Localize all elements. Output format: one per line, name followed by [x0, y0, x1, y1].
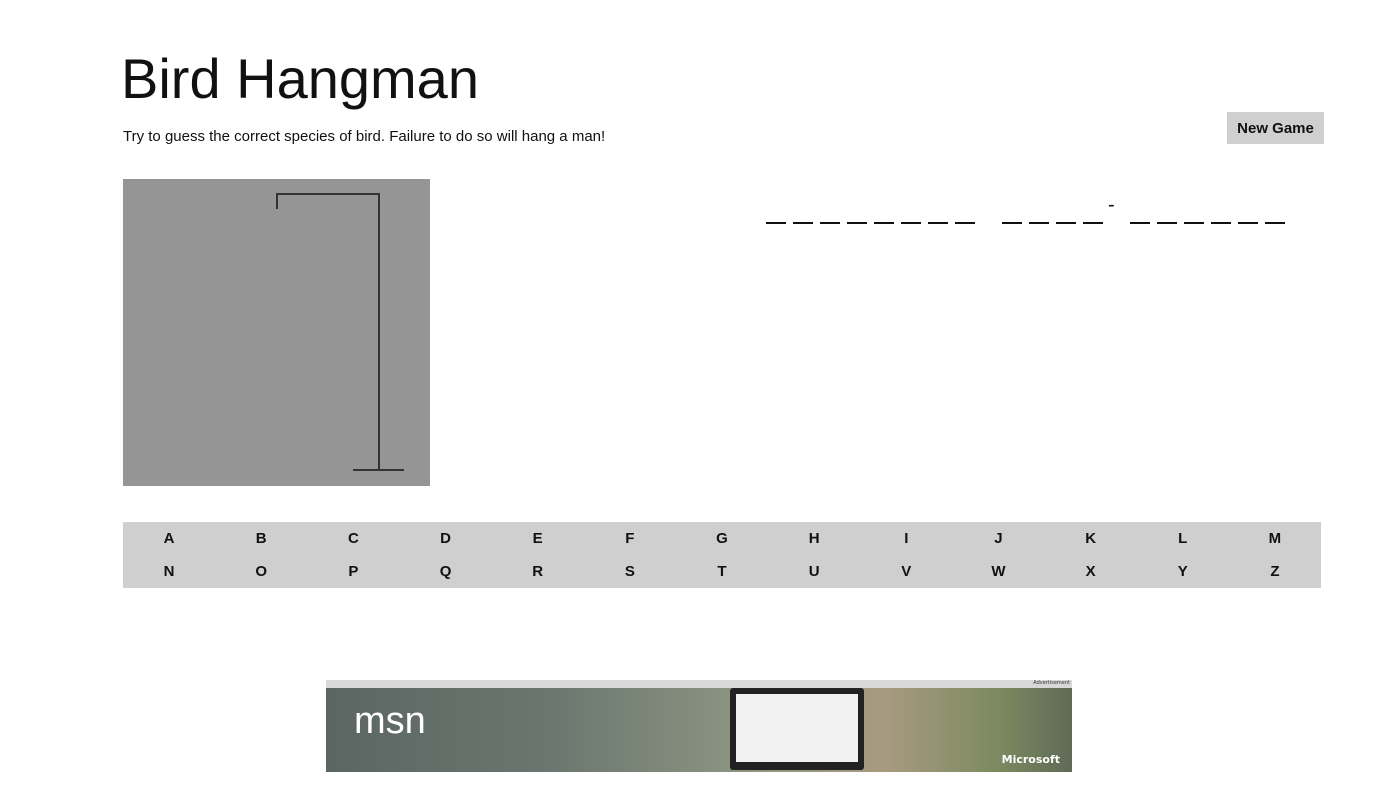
letter-blank	[1056, 196, 1083, 231]
letter-blank	[874, 196, 901, 231]
letter-blank	[820, 196, 847, 231]
hangman-drawing	[123, 179, 430, 486]
key-o[interactable]: O	[255, 563, 268, 580]
microsoft-logo: Microsoft	[1001, 753, 1060, 766]
key-t[interactable]: T	[717, 563, 727, 580]
key-n[interactable]: N	[163, 563, 175, 580]
key-c[interactable]: C	[347, 530, 359, 547]
key-v[interactable]: V	[901, 563, 912, 580]
letter-keyboard: A B C D E F G H I J K L M N O P Q R S T U V W X Y Z	[123, 522, 1321, 588]
key-x[interactable]: X	[1085, 563, 1096, 580]
letter-blank	[1029, 196, 1056, 231]
new-game-button[interactable]: New Game	[1227, 112, 1324, 144]
letter-blank	[1002, 196, 1029, 231]
letter-blank	[955, 196, 982, 231]
key-s[interactable]: S	[624, 563, 635, 580]
key-y[interactable]: Y	[1177, 563, 1188, 580]
letter-blank	[1083, 196, 1110, 231]
letter-blank	[901, 196, 928, 231]
ad-bar: Advertisement	[326, 680, 1072, 688]
letter-blank	[847, 196, 874, 231]
key-a[interactable]: A	[163, 530, 175, 547]
key-p[interactable]: P	[348, 563, 359, 580]
key-d[interactable]: D	[440, 530, 451, 547]
msn-logo: msn	[354, 700, 426, 742]
gallows-svg	[276, 193, 404, 471]
key-l[interactable]: L	[1178, 530, 1188, 547]
page-title: Bird Hangman	[121, 47, 479, 110]
key-j[interactable]: J	[994, 530, 1003, 547]
key-f[interactable]: F	[625, 530, 635, 547]
key-m[interactable]: M	[1268, 530, 1282, 547]
letter-blank	[1130, 196, 1157, 231]
advertisement-banner[interactable]: Advertisement msn Microsoft	[326, 680, 1072, 772]
key-g[interactable]: G	[716, 530, 728, 547]
page-subtitle: Try to guess the correct species of bird…	[123, 128, 606, 145]
key-e[interactable]: E	[532, 530, 543, 547]
letter-blank	[766, 196, 793, 231]
key-w[interactable]: W	[991, 563, 1006, 580]
key-h[interactable]: H	[808, 530, 820, 547]
key-u[interactable]: U	[808, 563, 820, 580]
key-k[interactable]: K	[1085, 530, 1097, 547]
key-q[interactable]: Q	[439, 563, 452, 580]
hyphen: -	[1108, 194, 1115, 216]
word-display: -	[766, 194, 1292, 231]
letter-blank	[793, 196, 820, 231]
key-r[interactable]: R	[532, 563, 544, 580]
key-z[interactable]: Z	[1270, 563, 1280, 580]
ad-label: Advertisement	[1033, 680, 1070, 686]
letter-blank	[1184, 196, 1211, 231]
word-space	[982, 196, 1002, 231]
letter-blank	[1238, 196, 1265, 231]
letter-blank	[928, 196, 955, 231]
tablet-image	[730, 688, 864, 770]
letter-blank	[1211, 196, 1238, 231]
letter-blank	[1157, 196, 1184, 231]
key-b[interactable]: B	[255, 530, 267, 547]
letter-blank	[1265, 196, 1292, 231]
key-i[interactable]: I	[904, 530, 909, 547]
gallows-frame	[276, 193, 380, 470]
